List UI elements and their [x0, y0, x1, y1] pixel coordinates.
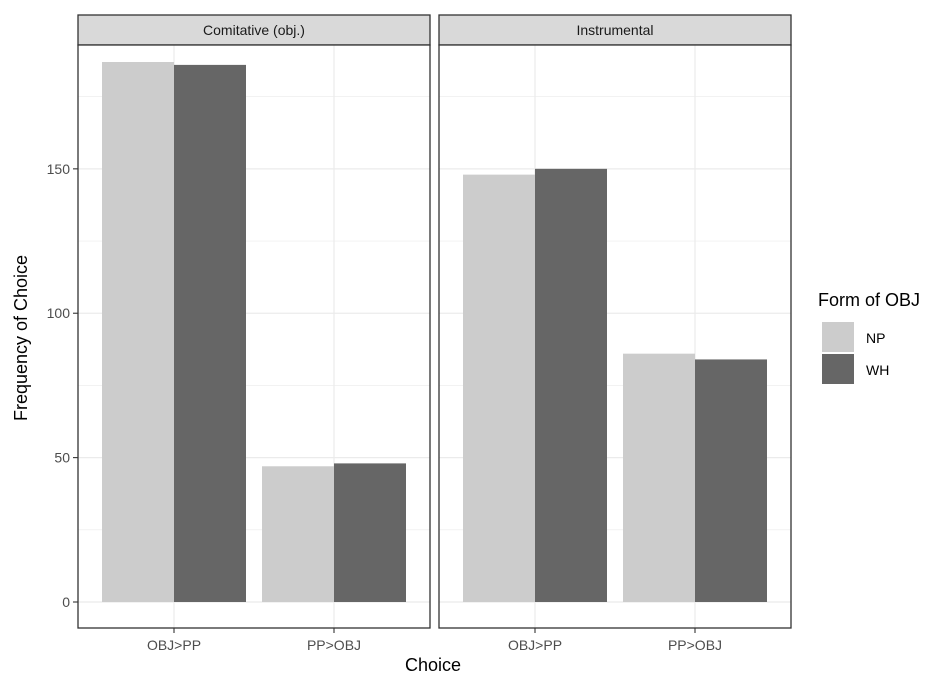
panel-2: Instrumental OBJ>PP PP>OBJ [438, 14, 792, 653]
facet-strip [77, 14, 431, 46]
bar-np-2 [262, 466, 334, 602]
bar-wh-2 [695, 359, 767, 602]
x-tick-label: OBJ>PP [508, 637, 562, 653]
legend-title: Form of OBJ [818, 290, 920, 310]
legend: Form of OBJ NP WH [818, 290, 920, 384]
legend-label-wh: WH [866, 362, 889, 378]
bar-np-1 [463, 174, 535, 603]
bar-wh-1 [535, 168, 607, 603]
y-tick-label: 0 [62, 594, 70, 610]
panels-layer: Comitative (obj.) OBJ>PP PP>OBJ 0 50 100 150 In… [47, 14, 792, 653]
bar-np-2 [623, 353, 695, 602]
facet-strip-label: Comitative (obj.) [203, 22, 305, 38]
panel-1: Comitative (obj.) OBJ>PP PP>OBJ 0 50 100 150 [47, 14, 431, 653]
y-tick-label: 100 [47, 305, 71, 321]
y-tick-label: 50 [54, 450, 70, 466]
bar-wh-1 [174, 64, 246, 603]
panel-border [77, 44, 431, 629]
legend-key-np [822, 322, 854, 352]
x-tick-label: PP>OBJ [668, 637, 722, 653]
y-tick-label: 150 [47, 161, 71, 177]
panel-border [438, 44, 792, 629]
legend-label-np: NP [866, 330, 885, 346]
x-tick-label: OBJ>PP [147, 637, 201, 653]
bar-np-1 [102, 62, 174, 602]
x-axis-title: Choice [405, 655, 461, 675]
bar-wh-2 [334, 463, 406, 602]
x-tick-label: PP>OBJ [307, 637, 361, 653]
legend-key-wh [822, 354, 854, 384]
y-axis-title: Frequency of Choice [11, 255, 31, 421]
facet-strip-label: Instrumental [576, 22, 653, 38]
